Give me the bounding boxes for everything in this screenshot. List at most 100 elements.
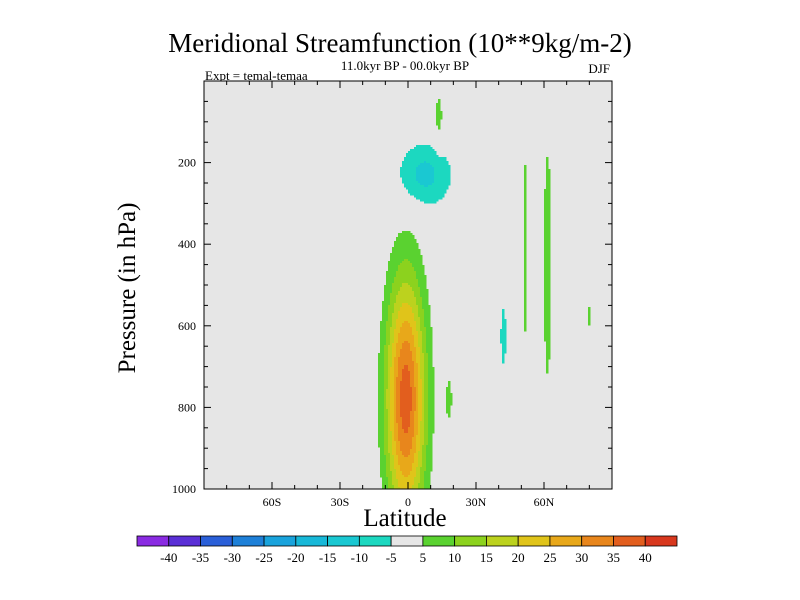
contour-cell	[546, 177, 551, 180]
contour-cell	[396, 415, 401, 418]
contour-cell	[390, 301, 397, 304]
contour-cell	[384, 387, 389, 390]
contour-cell	[378, 391, 385, 394]
contour-cell	[388, 487, 395, 489]
contour-cell	[418, 313, 425, 316]
contour-cell	[500, 335, 507, 338]
contour-cell	[392, 357, 395, 360]
contour-cell	[394, 359, 399, 362]
contour-cell	[544, 327, 551, 330]
contour-cell	[524, 241, 527, 244]
contour-cell	[418, 431, 421, 434]
contour-cell	[424, 419, 429, 422]
season-label: DJF	[588, 61, 610, 76]
contour-cell	[394, 429, 399, 432]
contour-cell	[390, 401, 395, 404]
colorbar-label: 25	[543, 550, 556, 565]
contour-cell	[524, 239, 527, 242]
contour-cell	[384, 385, 389, 388]
contour-cell	[384, 453, 391, 456]
contour-cell	[502, 355, 505, 358]
contour-cell	[448, 413, 451, 416]
contour-cell	[436, 105, 441, 108]
contour-cell	[428, 441, 433, 444]
contour-cell	[418, 315, 425, 318]
contour-cell	[436, 107, 441, 110]
contour-cell	[398, 317, 415, 320]
contour-cell	[396, 451, 403, 454]
contour-cell	[396, 295, 415, 298]
contour-cell	[524, 195, 527, 198]
contour-cell	[424, 441, 429, 444]
contour-cell	[400, 391, 413, 394]
contour-cell	[388, 477, 393, 480]
contour-cell	[390, 409, 395, 412]
contour-cell	[394, 375, 399, 378]
contour-cell	[384, 417, 389, 420]
contour-cell	[382, 301, 391, 304]
contour-cell	[424, 483, 431, 486]
contour-cell	[392, 291, 399, 294]
contour-cell	[502, 343, 507, 346]
contour-cell	[380, 455, 387, 458]
contour-cell	[398, 265, 413, 268]
contour-cell	[380, 337, 387, 340]
contour-cell	[398, 433, 415, 436]
contour-cell	[378, 441, 385, 444]
contour-cell	[382, 477, 389, 480]
contour-cell	[378, 417, 385, 420]
contour-cell	[524, 303, 527, 306]
contour-cell	[524, 165, 527, 168]
contour-cell	[396, 353, 401, 356]
contour-cell	[418, 427, 421, 430]
colorbar-swatch	[168, 535, 201, 547]
contour-cell	[544, 191, 551, 194]
contour-cell	[544, 329, 551, 332]
contour-cell	[416, 403, 419, 406]
contour-cell	[418, 487, 425, 489]
contour-cell	[386, 403, 391, 406]
contour-cell	[378, 355, 385, 358]
contour-cell	[394, 461, 399, 464]
contour-cell	[428, 391, 435, 394]
contour-cell	[544, 201, 551, 204]
contour-cell	[546, 169, 551, 172]
contour-cell	[400, 449, 411, 452]
contour-cell	[384, 445, 389, 448]
contour-cell	[428, 361, 433, 364]
contour-cell	[446, 403, 453, 406]
contour-cell	[412, 485, 419, 488]
contour-cell	[424, 437, 429, 440]
colorbar-swatch	[200, 535, 233, 547]
contour-cell	[426, 347, 433, 350]
contour-cell	[384, 295, 391, 298]
contour-cell	[388, 307, 395, 310]
contour-cell	[500, 331, 507, 334]
contour-cell	[414, 425, 419, 428]
contour-cell	[418, 409, 423, 412]
contour-cell	[416, 273, 425, 276]
contour-cell	[390, 429, 395, 432]
contour-cell	[404, 159, 447, 162]
contour-cell	[426, 467, 433, 470]
contour-cell	[416, 275, 427, 278]
contour-cell	[422, 409, 425, 412]
colorbar-label: 10	[448, 550, 461, 565]
contour-cell	[502, 317, 505, 320]
contour-cell	[544, 257, 551, 260]
contour-cell	[412, 403, 417, 406]
contour-cell	[426, 457, 433, 460]
contour-cell	[416, 329, 421, 332]
contour-cell	[388, 267, 399, 270]
contour-cell	[392, 317, 399, 320]
contour-cell	[378, 393, 385, 396]
contour-cell	[402, 427, 409, 430]
contour-cell	[524, 291, 527, 294]
contour-cell	[388, 485, 395, 488]
contour-cell	[544, 253, 551, 256]
contour-cell	[412, 353, 417, 356]
contour-cell	[422, 297, 429, 300]
contour-cell	[424, 311, 431, 314]
contour-cell	[392, 435, 395, 438]
contour-cell	[544, 197, 551, 200]
